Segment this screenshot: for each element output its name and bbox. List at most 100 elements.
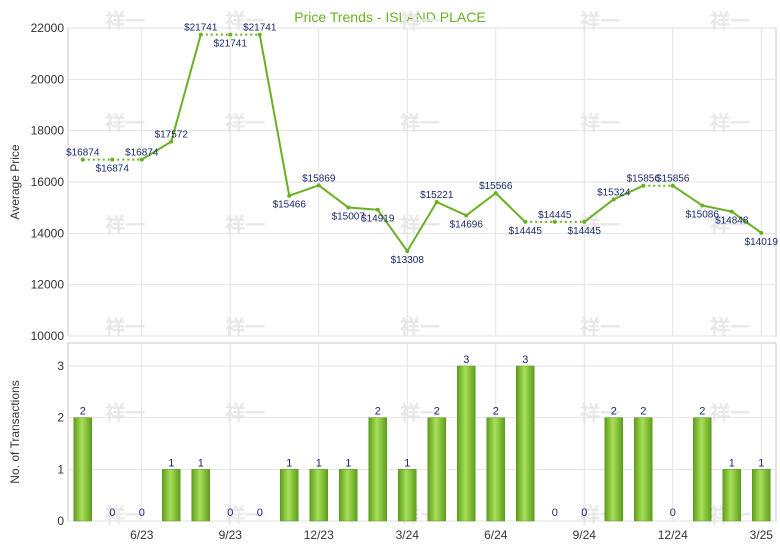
price-point-label: $15566: [479, 181, 513, 192]
price-y-tick-label: 10000: [31, 329, 65, 343]
transaction-bar-label: 3: [463, 354, 469, 366]
price-point-label: $21741: [184, 23, 218, 34]
transaction-bar: [73, 417, 92, 522]
watermark-glyph: 祥一: [400, 315, 440, 339]
watermark-glyph: 祥一: [225, 315, 265, 339]
watermark-glyph: 祥一: [105, 401, 145, 425]
price-point-label: $14445: [509, 226, 543, 237]
price-point-label: $16874: [96, 164, 130, 175]
price-point: [700, 203, 705, 208]
price-y-tick-label: 22000: [31, 21, 65, 35]
transaction-bar: [398, 469, 417, 522]
price-line-layer: [80, 32, 764, 254]
transaction-bar: [604, 417, 623, 522]
price-point: [169, 139, 174, 144]
transaction-bar: [162, 469, 181, 522]
price-point-label: $15086: [686, 209, 720, 220]
transaction-bar-label: 0: [109, 507, 115, 519]
price-line-segment: [672, 184, 703, 207]
transaction-bar-label: 2: [611, 406, 617, 418]
price-point: [257, 32, 262, 37]
transaction-bar: [516, 365, 535, 522]
price-point: [523, 219, 528, 224]
transactions-gridlines: [68, 343, 776, 522]
watermark-glyph: 祥一: [105, 111, 145, 135]
watermark-glyph: 祥一: [400, 111, 440, 135]
price-gridlines: [68, 27, 776, 337]
price-point-label: $16874: [125, 148, 159, 159]
transaction-bar-label: 2: [640, 406, 646, 418]
watermark-glyph: 祥一: [105, 315, 145, 339]
transaction-bar-label: 1: [316, 457, 322, 469]
price-point: [80, 157, 85, 162]
watermark-glyph: 祥一: [225, 9, 265, 33]
transaction-bar: [191, 469, 210, 522]
price-point-label: $17572: [155, 130, 189, 141]
price-point: [552, 219, 557, 224]
price-point-label: $13308: [391, 255, 425, 266]
transaction-bar-label: 1: [168, 457, 174, 469]
transaction-bar-label: 1: [729, 457, 735, 469]
transaction-bar-label: 0: [581, 507, 587, 519]
watermark-glyph: 祥一: [710, 111, 750, 135]
price-point: [611, 197, 616, 202]
watermark-glyph: 祥一: [710, 315, 750, 339]
price-line-segment: [318, 184, 349, 209]
price-line-segment: [583, 198, 615, 223]
price-point: [110, 157, 115, 162]
watermark-glyph: 祥一: [710, 9, 750, 33]
price-point-label: $14019: [745, 237, 779, 248]
price-y-tick-label: 12000: [31, 278, 65, 292]
price-y-tick-label: 14000: [31, 226, 65, 240]
price-point-label: $15324: [597, 187, 631, 198]
price-point: [316, 183, 321, 188]
price-y-tick-label: 18000: [31, 124, 65, 138]
transactions-y-tick-label: 3: [57, 359, 64, 373]
chart-title: Price Trends - ISLAND PLACE: [294, 9, 485, 25]
transaction-bar: [634, 417, 653, 522]
transaction-bar: [368, 417, 387, 522]
price-y-tick-label: 20000: [31, 72, 65, 86]
price-line-segment: [613, 184, 644, 201]
x-tick-label: 3/25: [750, 528, 774, 542]
transaction-bar: [693, 417, 712, 522]
price-point-label: $21741: [243, 23, 277, 34]
price-point: [464, 213, 469, 218]
transactions-y-tick-label: 0: [57, 514, 64, 528]
price-point-label: $14848: [715, 216, 749, 227]
watermark-glyph: 祥一: [580, 315, 620, 339]
watermark-glyph: 祥一: [580, 111, 620, 135]
transaction-bar-label: 0: [670, 507, 676, 519]
x-tick-label: 6/23: [130, 528, 154, 542]
price-line-segment: [406, 201, 438, 252]
transaction-bar-label: 3: [522, 354, 528, 366]
x-tick-label: 12/24: [658, 528, 688, 542]
x-tick-label: 12/23: [304, 528, 334, 542]
transactions-y-ticks: 3 2 1 0: [57, 359, 64, 528]
price-point: [228, 32, 233, 37]
x-tick-label: 9/24: [573, 528, 597, 542]
price-line-segment: [288, 184, 320, 197]
price-point-label: $15869: [302, 173, 336, 184]
transaction-bar: [427, 417, 446, 522]
price-point: [287, 193, 292, 198]
watermark-glyph: 祥一: [580, 9, 620, 33]
transaction-bar-label: 2: [493, 406, 499, 418]
price-point: [493, 191, 498, 196]
price-line-segment: [258, 34, 291, 196]
price-line-segment: [495, 192, 526, 223]
price-point-label: $15007: [332, 211, 366, 222]
price-y-ticks: 22000 20000 18000 16000 14000 12000 10000: [31, 21, 65, 343]
price-y-tick-label: 16000: [31, 175, 65, 189]
transaction-bar-label: 0: [139, 507, 145, 519]
price-y-axis-title: Average Price: [8, 144, 22, 219]
price-point: [759, 230, 764, 235]
transaction-bar: [280, 469, 299, 522]
price-point-label: $15856: [627, 174, 661, 185]
transaction-bar: [309, 469, 328, 522]
transactions-y-tick-label: 2: [57, 411, 64, 425]
price-point: [434, 199, 439, 204]
x-axis-ticks: 6/23 9/23 12/23 3/24 6/24 9/24 12/24 3/25: [130, 528, 773, 542]
watermark-glyph: 祥一: [105, 9, 145, 33]
